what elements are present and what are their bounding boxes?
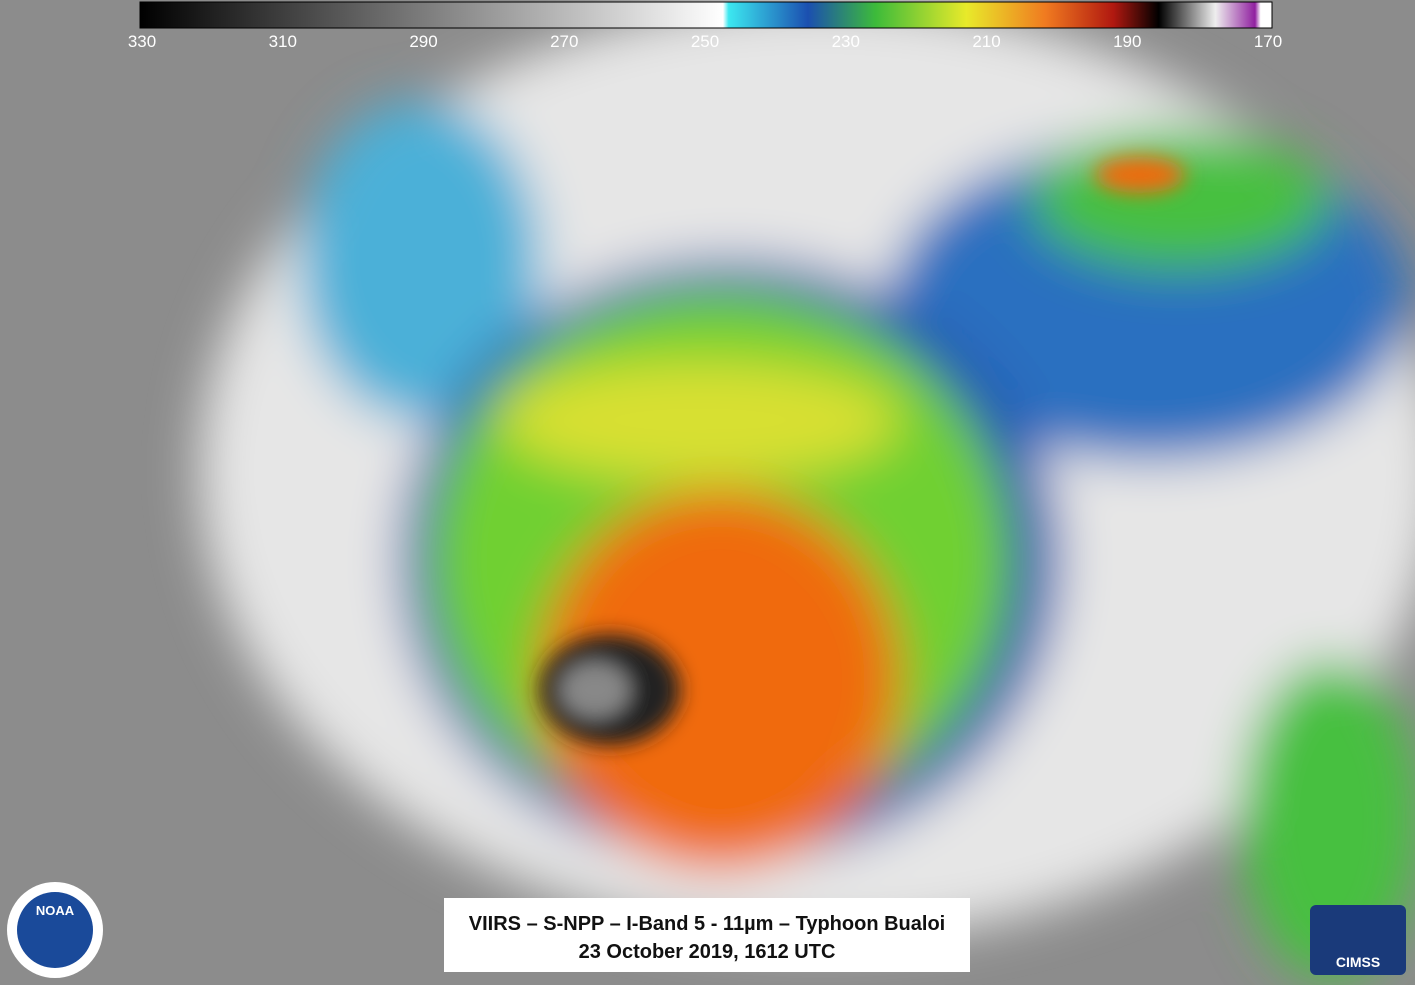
- colorbar-tick-label: 190: [1113, 32, 1141, 51]
- cimss-logo: [1310, 905, 1406, 975]
- noaa-logo-inner: [17, 892, 93, 968]
- colorbar-tick-label: 170: [1254, 32, 1282, 51]
- caption-line: VIIRS – S-NPP – I-Band 5 - 11µm – Typhoo…: [469, 913, 945, 935]
- colorbar: [139, 1, 1273, 29]
- caption-line: 23 October 2019, 1612 UTC: [579, 941, 836, 963]
- caption-box: [444, 898, 970, 972]
- cimss-label: CIMSS: [1336, 954, 1380, 970]
- colorbar-tick-label: 270: [550, 32, 578, 51]
- noaa-label: NOAA: [36, 903, 75, 918]
- colorbar-tick-label: 330: [128, 32, 156, 51]
- eye-region: [540, 157, 1185, 745]
- cloud-field: [200, 0, 1415, 980]
- colorbar-tick-label: 230: [832, 32, 860, 51]
- colorbar-tick-label: 290: [409, 32, 437, 51]
- colorbar-tick-label: 250: [691, 32, 719, 51]
- colorbar-tick-label: 310: [269, 32, 297, 51]
- colorbar-tick-label: 210: [972, 32, 1000, 51]
